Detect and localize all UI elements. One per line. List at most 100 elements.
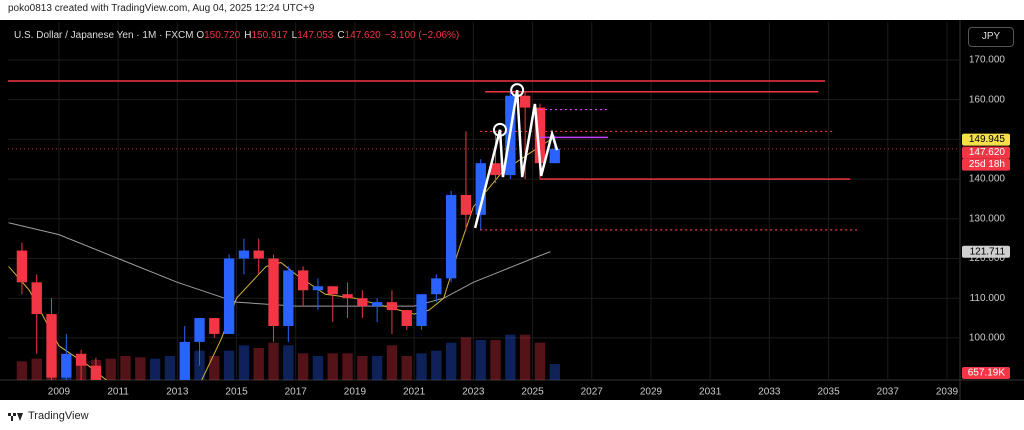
candle-body [150,421,160,429]
volume-bar [549,364,560,380]
y-tick-label: 140.000 [969,174,1006,185]
candle-body [342,294,353,299]
volume-bar [105,358,116,380]
volume-bar [475,340,486,380]
price-badge-bg [962,146,1010,159]
candle-body [312,286,324,291]
chart-background [0,20,1024,400]
symbol-header: U.S. Dollar / Japanese Yen · 1M · FXCM O… [14,30,463,41]
candle-body [490,163,501,176]
x-tick-label: 2035 [817,387,840,398]
x-tick-label: 2037 [877,387,900,398]
volume-bar [283,345,294,380]
y-tick-label: 120.000 [969,253,1006,264]
candle-body [16,250,28,283]
countdown-badge-bg [962,158,1010,171]
volume-bar [357,356,368,380]
volume-bar [31,358,42,380]
logo [8,413,23,421]
brand: TradingView [28,410,89,422]
price-badge: 147.620 [969,147,1006,158]
x-tick-label: 2033 [758,387,781,398]
candle-body [534,107,546,164]
plot-area [8,22,960,429]
candle-body [223,258,235,334]
candle-body [194,318,205,342]
volume-bar [312,356,324,380]
candle-body [327,286,338,295]
credit: poko0813 created with TradingView.com, A… [8,3,315,14]
volume-bar [120,356,131,380]
candle-body [179,341,190,380]
volume-bar [460,337,472,380]
ohlc-value: 150.917 [251,30,288,41]
candle-body [75,353,87,366]
x-tick-label: 2009 [48,387,71,398]
x-tick-label: 2015 [225,387,248,398]
candle-body [238,250,250,259]
volume-bar [371,356,383,380]
x-tick-label: 2023 [462,387,485,398]
x-tick-label: 2031 [699,387,722,398]
candle-body [519,95,531,108]
price-badge: 121.711 [970,246,1006,257]
x-tick-label: 2011 [107,387,129,398]
x-tick-label: 2019 [344,387,367,398]
x-tick-label: 2029 [640,387,663,398]
currency-button[interactable]: JPY [968,27,1014,47]
candle-body [283,270,294,326]
x-tick-label: 2017 [285,387,308,398]
x-tick-label: 2025 [521,387,544,398]
pattern-circle [510,83,525,98]
volume-bar [445,342,457,380]
price-badge-bg [962,133,1010,146]
volume-bar [401,356,412,380]
volume-bar [416,353,427,380]
ohlc-label: C [337,30,345,41]
volume-bar [327,353,338,380]
candle-body [549,148,560,164]
volume-bar [386,345,398,380]
y-tick-label: 130.000 [969,213,1006,224]
candle-body [120,413,130,417]
candle-body [431,278,442,295]
volume-badge: 657.19K [968,368,1006,379]
countdown-badge: 25d 18h [969,159,1005,170]
candle-body [475,163,486,215]
candle-body [46,314,57,378]
candle-body [253,250,264,259]
candle-body [31,282,42,315]
volume-bar [297,353,309,380]
x-tick-label: 2013 [166,387,189,398]
candle-body [445,194,457,279]
candle-body [135,417,145,429]
volume-bar [519,334,531,380]
volume-bar [253,348,264,380]
candle-body [90,365,102,380]
volume-bar [431,350,442,380]
volume-bar [223,350,235,380]
ohlc-label: O [196,30,205,41]
ohlc-label: L [291,30,298,41]
volume-bar [164,356,176,380]
candle-body [460,194,472,215]
candle-body [297,270,309,291]
candle-body [61,353,72,378]
volume-bar [135,357,146,380]
ohlc-label: H [244,30,252,41]
x-tick-label: 2021 [403,387,426,398]
y-tick-label: 160.000 [969,94,1006,105]
candle-body [371,302,383,307]
volume-bar [209,356,220,380]
candle-body [268,258,279,326]
change: −3.100 (−2.06%) [384,30,460,41]
volume-bar [149,358,161,380]
candle-body [357,298,368,307]
price-badge: 149.945 [969,134,1006,145]
volume-bar [490,340,501,380]
price-badge-bg [962,245,1010,258]
volume-bar [342,353,353,380]
x-tick-label: 2039 [936,387,959,398]
